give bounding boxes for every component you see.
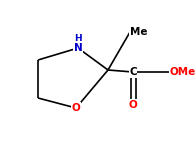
Text: H: H <box>74 34 82 43</box>
Text: O: O <box>129 100 137 110</box>
Text: N: N <box>74 43 82 53</box>
Text: Me: Me <box>130 27 147 37</box>
Text: C: C <box>129 67 137 77</box>
Text: O: O <box>72 103 80 113</box>
Text: OMe: OMe <box>170 67 195 77</box>
